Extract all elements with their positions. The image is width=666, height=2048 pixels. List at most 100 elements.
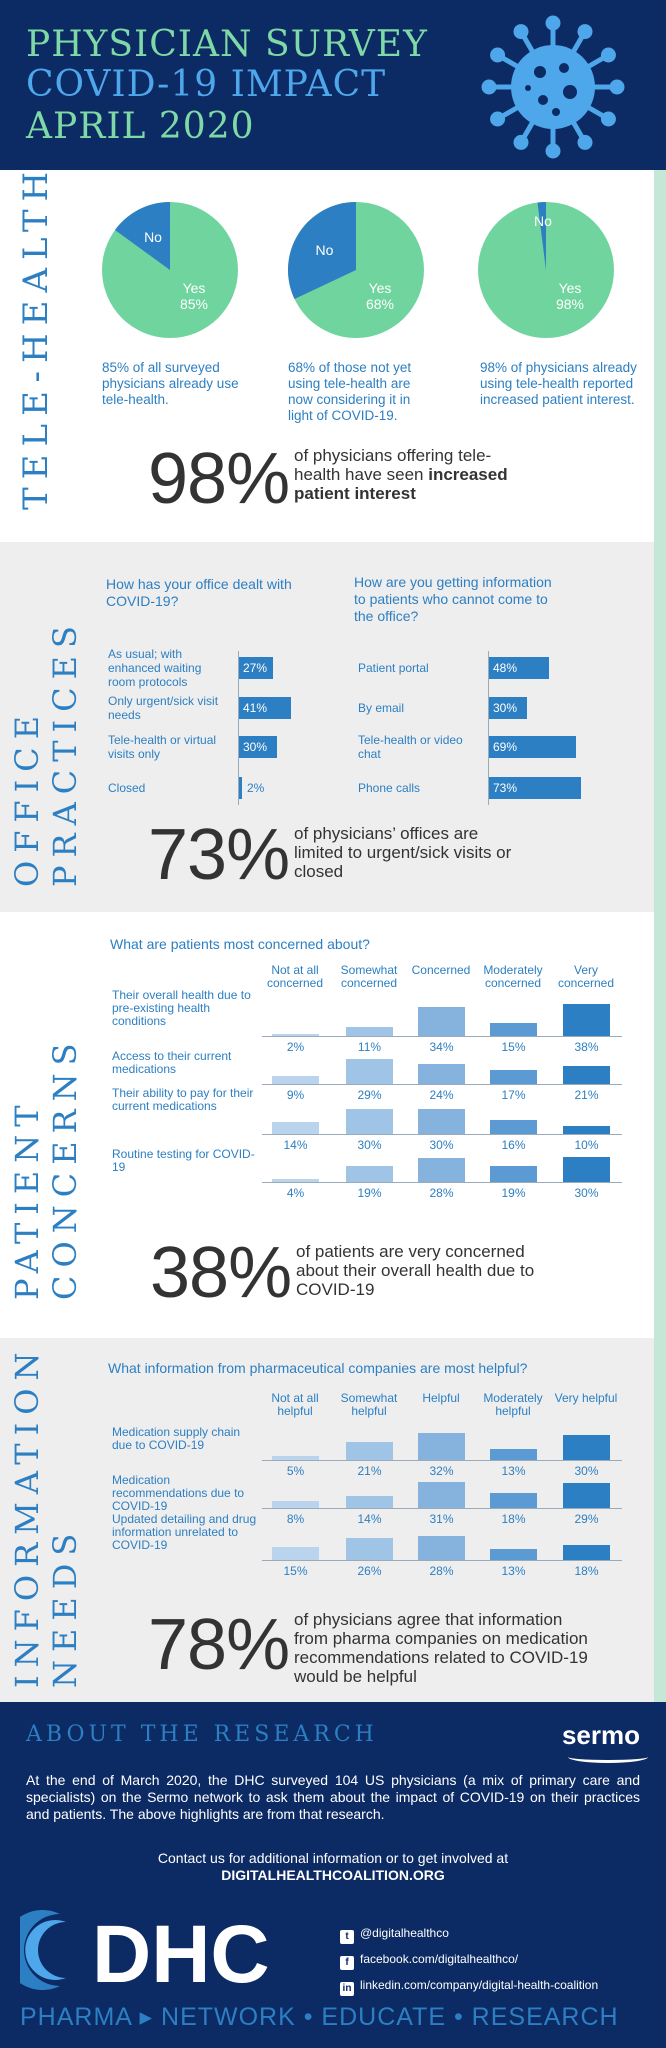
section-rail [654, 542, 666, 912]
concerns-chart-row-label: Access to their current medications [112, 1049, 232, 1076]
info-chart-value-label: 5% [286, 1464, 305, 1478]
telehealth-big-percent: 98% [148, 439, 290, 519]
concerns-chart-bar [418, 1158, 465, 1182]
social-link[interactable]: t @digitalhealthco [340, 1926, 449, 1944]
virus-icon [481, 15, 625, 159]
concerns-chart-column-header: Moderately concerned [483, 963, 543, 990]
info-chart-value-label: 14% [357, 1512, 382, 1526]
concerns-chart-bar [346, 1108, 393, 1134]
concerns-chart-value-label: 30% [357, 1138, 382, 1152]
concerns-chart-row-baseline [262, 1036, 622, 1037]
concerns-chart-value-label: 10% [574, 1138, 599, 1152]
info-chart-bar [272, 1547, 319, 1560]
linkedin-icon: in [340, 1982, 354, 1996]
info-chart-column-header: Somewhat helpful [340, 1391, 398, 1418]
office-chart-1-category-label: As usual; with enhanced waiting room pro… [108, 647, 202, 689]
info-chart-row-label: Updated detailing and drug information u… [112, 1512, 257, 1552]
contact-block: Contact us for additional information or… [0, 1850, 666, 1884]
office-chart-1-bar: 2% [239, 777, 264, 799]
info-chart-value-label: 13% [501, 1564, 526, 1578]
concerns-title: PATIENT CONCERNS [8, 1035, 84, 1300]
dhc-logo: DHC [2, 1908, 300, 2000]
pie-caption-3: 98% of physicians already using tele-hea… [480, 360, 637, 407]
concerns-chart-bar [346, 1165, 393, 1182]
info-chart-value-label: 28% [429, 1564, 454, 1578]
telehealth-title: TELE-HEALTH [16, 163, 56, 510]
office-chart-2-category-label: Phone calls [358, 781, 421, 795]
concerns-chart-value-label: 21% [574, 1088, 599, 1102]
concerns-chart-row-label: Their ability to pay for their current m… [112, 1086, 254, 1113]
info-chart-bar [490, 1492, 537, 1508]
concerns-chart-row-baseline [262, 1084, 622, 1085]
info-chart-bar [272, 1455, 319, 1460]
concerns-chart-row-label: Their overall health due to pre-existing… [112, 988, 251, 1028]
concerns-chart-value-label: 2% [286, 1040, 305, 1054]
concerns-chart-value-label: 29% [357, 1088, 382, 1102]
concerns-chart-value-label: 19% [501, 1186, 526, 1200]
info-chart-bar [418, 1481, 465, 1508]
info-chart-bar [346, 1442, 393, 1460]
info-chart-value-label: 21% [357, 1464, 382, 1478]
telehealth-pie-2 [287, 202, 424, 338]
pie-slice-no [287, 202, 356, 299]
concerns-chart-bar [563, 1003, 610, 1036]
concerns-chart-value-label: 28% [429, 1186, 454, 1200]
info-chart-value-label: 31% [429, 1512, 454, 1526]
about-body: At the end of March 2020, the DHC survey… [26, 1772, 640, 1822]
office-chart-2-category-label: Tele-health or video chat [358, 733, 463, 761]
about-section: ABOUT THE RESEARCH sermo At the end of M… [0, 1702, 666, 2048]
twitter-icon: t [340, 1930, 354, 1944]
concerns-chart-bar [418, 1108, 465, 1134]
info-chart-row-label: Medication recommendations due to COVID-… [112, 1473, 245, 1513]
telehealth-statement: of physicians offering tele-health have … [294, 446, 508, 503]
office-section: OFFICE PRACTICES How has your office deal… [0, 542, 666, 912]
office-chart-1-category-label: Closed [108, 781, 146, 795]
info-chart-bar [418, 1536, 465, 1560]
info-chart-value-label: 18% [574, 1564, 599, 1578]
info-chart-row-label: Medication supply chain due to COVID-19 [112, 1425, 241, 1452]
info-chart-bar [272, 1501, 319, 1508]
office-chart-1-bar: 41% [239, 697, 291, 719]
office-chart-1-bar: 30% [239, 736, 277, 758]
concerns-chart-value-label: 24% [429, 1088, 454, 1102]
concerns-chart-column-header: Concerned [411, 963, 471, 977]
office-chart-1-category-label: Only urgent/sick visit needs [108, 694, 219, 722]
info-chart-bar [418, 1432, 465, 1460]
info-chart-bar [346, 1537, 393, 1560]
concerns-chart-bar [490, 1023, 537, 1036]
office-statement: of physicians’ offices are limited to ur… [294, 824, 512, 881]
pie-caption-1: 85% of all surveyed physicians already u… [102, 360, 239, 407]
pie-slice-no [114, 202, 170, 270]
header-title-line-2: COVID-19 IMPACT [26, 64, 387, 105]
office-title: OFFICE PRACTICES [8, 618, 84, 887]
concerns-chart-bar [272, 1034, 319, 1036]
info-chart-bar [490, 1548, 537, 1560]
concerns-chart-bar [418, 1063, 465, 1084]
info-chart-column-header: Very helpful [554, 1391, 618, 1405]
info-chart-value-label: 13% [501, 1464, 526, 1478]
header-title-line-1: PHYSICIAN SURVEY [26, 24, 428, 65]
concerns-chart-column-header: Very concerned [557, 963, 615, 990]
svg-text:DHC: DHC [92, 1909, 270, 1992]
contact-link[interactable]: DIGITALHEALTHCOALITION.ORG [221, 1867, 445, 1883]
office-question-1: How has your office dealt with COVID-19? [106, 576, 292, 609]
office-chart-2-bar: 30% [489, 697, 527, 719]
telehealth-section: TELE-HEALTH No Yes 85% No Yes 68% No Yes 98% 85%… [0, 164, 666, 542]
facebook-icon: f [340, 1956, 354, 1970]
concerns-chart-bar [272, 1122, 319, 1134]
concerns-chart-value-label: 9% [286, 1088, 305, 1102]
info-section: INFORMATION NEEDS What information from p… [0, 1338, 666, 1702]
concerns-chart-value-label: 15% [501, 1040, 526, 1054]
info-chart-value-label: 8% [286, 1512, 305, 1526]
dhc-swoosh-icon: DHC [2, 1909, 270, 2000]
office-chart-2-bar: 48% [489, 657, 550, 679]
social-link[interactable]: in linkedin.com/company/digital-health-co… [340, 1978, 598, 1996]
info-chart-value-label: 15% [283, 1564, 308, 1578]
info-chart-bar [490, 1448, 537, 1460]
office-chart-2-category-label: By email [358, 701, 405, 715]
info-chart-row-baseline [262, 1560, 622, 1561]
pie-caption-2: 68% of those not yet using tele-health a… [288, 360, 412, 423]
section-rail [654, 912, 666, 1338]
concerns-chart-row-baseline [262, 1182, 622, 1183]
social-link[interactable]: f facebook.com/digitalhealthco/ [340, 1952, 518, 1970]
